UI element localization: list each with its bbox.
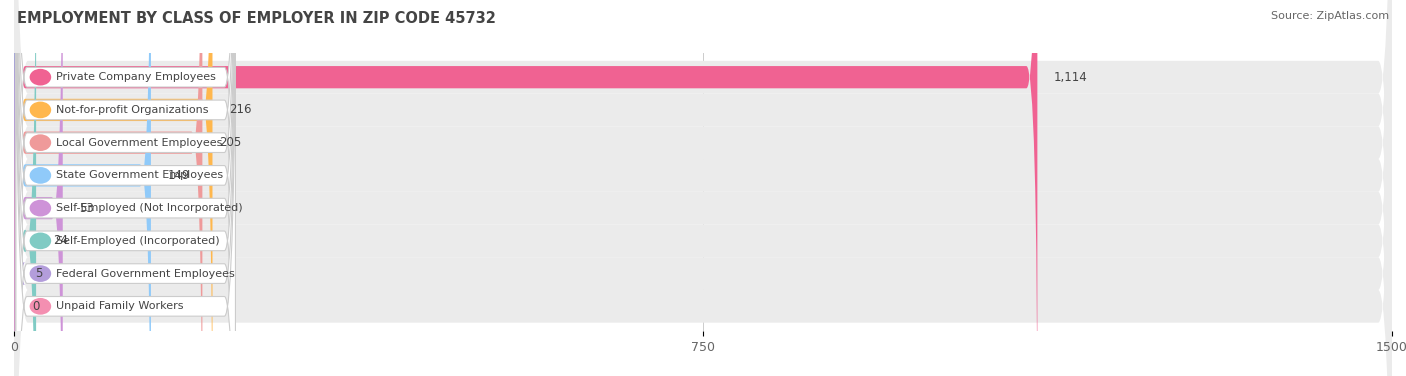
FancyBboxPatch shape bbox=[14, 0, 1392, 376]
FancyBboxPatch shape bbox=[14, 0, 1392, 376]
Text: Self-Employed (Incorporated): Self-Employed (Incorporated) bbox=[56, 236, 219, 246]
FancyBboxPatch shape bbox=[15, 0, 235, 376]
FancyBboxPatch shape bbox=[14, 0, 202, 376]
Text: 205: 205 bbox=[219, 136, 242, 149]
FancyBboxPatch shape bbox=[15, 0, 235, 376]
FancyBboxPatch shape bbox=[14, 0, 1392, 376]
Ellipse shape bbox=[30, 232, 51, 249]
Ellipse shape bbox=[30, 298, 51, 315]
Text: Federal Government Employees: Federal Government Employees bbox=[56, 268, 235, 279]
FancyBboxPatch shape bbox=[14, 0, 1392, 376]
Ellipse shape bbox=[30, 200, 51, 217]
FancyBboxPatch shape bbox=[14, 0, 63, 376]
FancyBboxPatch shape bbox=[14, 0, 1038, 376]
Text: Unpaid Family Workers: Unpaid Family Workers bbox=[56, 301, 183, 311]
Text: 149: 149 bbox=[167, 169, 190, 182]
FancyBboxPatch shape bbox=[15, 0, 235, 376]
Text: 216: 216 bbox=[229, 103, 252, 117]
FancyBboxPatch shape bbox=[15, 0, 235, 376]
FancyBboxPatch shape bbox=[7, 0, 25, 376]
Text: State Government Employees: State Government Employees bbox=[56, 170, 222, 180]
Ellipse shape bbox=[30, 134, 51, 151]
Text: 0: 0 bbox=[32, 300, 39, 313]
FancyBboxPatch shape bbox=[14, 0, 1392, 376]
Ellipse shape bbox=[30, 102, 51, 118]
FancyBboxPatch shape bbox=[14, 0, 1392, 376]
Text: Source: ZipAtlas.com: Source: ZipAtlas.com bbox=[1271, 11, 1389, 21]
FancyBboxPatch shape bbox=[15, 0, 235, 376]
Ellipse shape bbox=[30, 167, 51, 184]
FancyBboxPatch shape bbox=[15, 0, 235, 376]
FancyBboxPatch shape bbox=[15, 0, 235, 376]
Text: EMPLOYMENT BY CLASS OF EMPLOYER IN ZIP CODE 45732: EMPLOYMENT BY CLASS OF EMPLOYER IN ZIP C… bbox=[17, 11, 496, 26]
Text: Private Company Employees: Private Company Employees bbox=[56, 72, 215, 82]
FancyBboxPatch shape bbox=[15, 0, 235, 376]
Text: 24: 24 bbox=[52, 234, 67, 247]
FancyBboxPatch shape bbox=[14, 0, 212, 376]
Text: Not-for-profit Organizations: Not-for-profit Organizations bbox=[56, 105, 208, 115]
FancyBboxPatch shape bbox=[14, 0, 37, 376]
FancyBboxPatch shape bbox=[14, 56, 21, 376]
FancyBboxPatch shape bbox=[14, 0, 1392, 376]
Ellipse shape bbox=[30, 69, 51, 85]
FancyBboxPatch shape bbox=[14, 0, 1392, 376]
Text: 53: 53 bbox=[79, 202, 94, 215]
Text: Self-Employed (Not Incorporated): Self-Employed (Not Incorporated) bbox=[56, 203, 242, 213]
Text: 5: 5 bbox=[35, 267, 42, 280]
FancyBboxPatch shape bbox=[14, 0, 150, 376]
Text: 1,114: 1,114 bbox=[1054, 71, 1088, 84]
Text: Local Government Employees: Local Government Employees bbox=[56, 138, 222, 148]
Ellipse shape bbox=[30, 265, 51, 282]
